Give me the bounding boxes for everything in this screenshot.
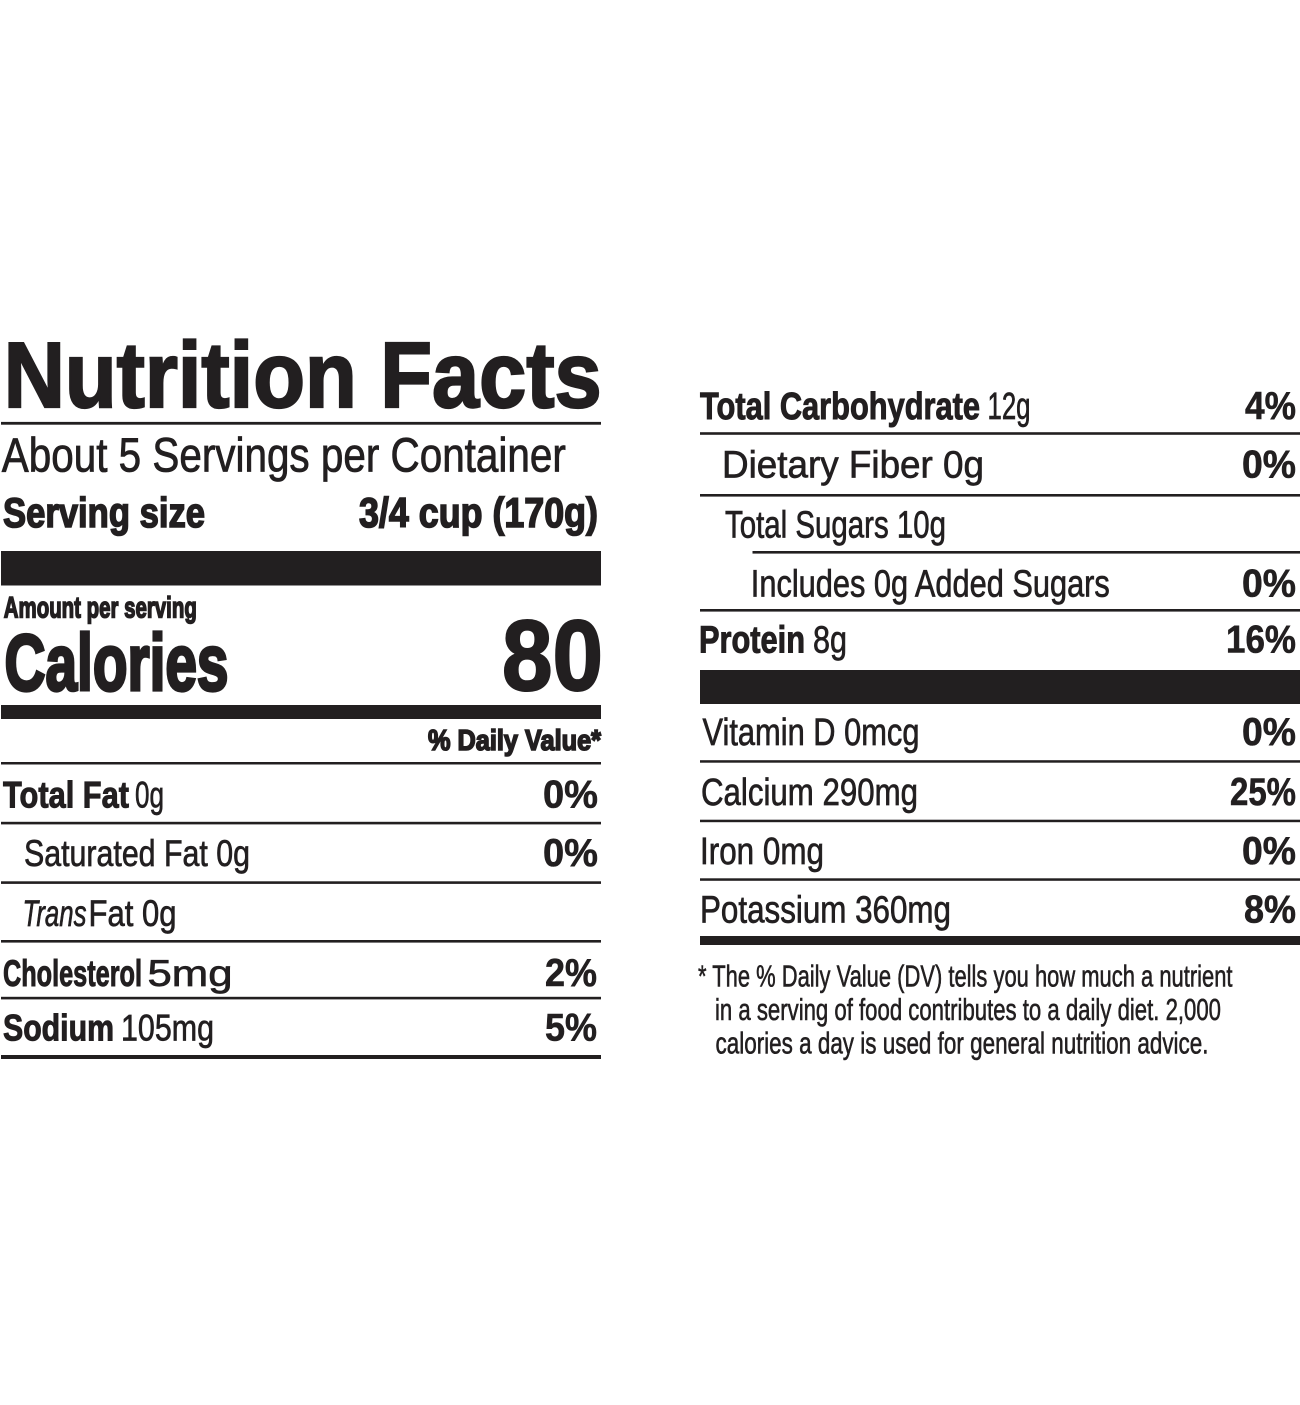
svg-text:0%: 0% [1242, 444, 1296, 487]
svg-text:8%: 8% [1244, 889, 1296, 932]
svg-text:Iron 0mg: Iron 0mg [700, 831, 824, 873]
svg-text:0g: 0g [135, 775, 164, 816]
svg-text:3/4 cup (170g): 3/4 cup (170g) [359, 489, 598, 536]
svg-text:Serving size: Serving size [3, 489, 205, 536]
svg-text:80: 80 [502, 600, 603, 712]
svg-text:Total Fat: Total Fat [3, 775, 129, 816]
svg-text:25%: 25% [1230, 771, 1296, 814]
svg-text:* The % Daily Value (DV) tells: * The % Daily Value (DV) tells you how m… [698, 959, 1233, 994]
svg-text:8g: 8g [813, 620, 847, 662]
svg-text:Dietary Fiber 0g: Dietary Fiber 0g [722, 445, 984, 487]
svg-text:Vitamin D 0mcg: Vitamin D 0mcg [703, 712, 920, 754]
svg-text:in a serving of food contribut: in a serving of food contributes to a da… [715, 992, 1221, 1027]
svg-text:Fat 0g: Fat 0g [89, 893, 177, 934]
svg-text:About 5 Servings per Container: About 5 Servings per Container [2, 429, 566, 483]
svg-text:Protein: Protein [699, 620, 805, 662]
svg-text:0%: 0% [1242, 562, 1296, 605]
svg-text:16%: 16% [1226, 619, 1296, 662]
svg-text:Cholesterol: Cholesterol [3, 953, 142, 994]
svg-text:Sodium: Sodium [3, 1008, 114, 1049]
svg-text:105mg: 105mg [121, 1008, 214, 1049]
svg-text:0%: 0% [543, 774, 598, 817]
svg-text:5mg: 5mg [148, 953, 233, 994]
svg-text:Total Carbohydrate: Total Carbohydrate [700, 386, 980, 428]
svg-text:calories a day is used for gen: calories a day is used for general nutri… [716, 1026, 1209, 1061]
svg-text:2%: 2% [545, 952, 597, 995]
svg-text:Calories: Calories [5, 617, 229, 707]
svg-text:% Daily Value*: % Daily Value* [428, 725, 602, 757]
svg-text:0%: 0% [543, 832, 598, 875]
svg-text:Potassium 360mg: Potassium 360mg [700, 890, 951, 932]
svg-text:Includes 0g Added Sugars: Includes 0g Added Sugars [751, 563, 1110, 605]
svg-text:Nutrition Facts: Nutrition Facts [4, 323, 602, 427]
svg-text:4%: 4% [1245, 385, 1296, 428]
svg-text:Total Sugars 10g: Total Sugars 10g [725, 505, 946, 547]
svg-text:Calcium 290mg: Calcium 290mg [701, 772, 918, 814]
svg-text:12g: 12g [988, 386, 1031, 428]
svg-text:Saturated Fat 0g: Saturated Fat 0g [24, 833, 250, 874]
svg-text:0%: 0% [1242, 830, 1296, 873]
svg-text:0%: 0% [1242, 711, 1296, 754]
svg-text:5%: 5% [545, 1007, 597, 1050]
svg-text:Trans: Trans [23, 893, 87, 934]
